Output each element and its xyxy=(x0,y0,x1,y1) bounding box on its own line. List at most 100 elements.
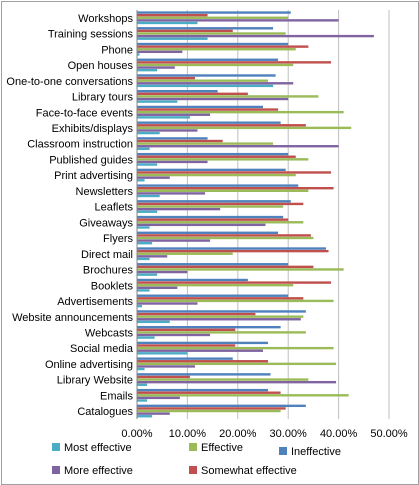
category-label-website-announcements: Website announcements xyxy=(12,312,133,324)
bar-more-effective-exhibits-displays xyxy=(137,129,198,132)
x-tick-label: 30.00% xyxy=(270,428,308,440)
bar-most-effective-flyers xyxy=(137,241,153,245)
bar-ineffective-flyers xyxy=(137,231,279,234)
bar-somewhat-effective-website-announcements xyxy=(137,312,256,316)
bar-ineffective-giveaways xyxy=(137,215,284,219)
category-label-face-to-face-events: Face-to-face events xyxy=(36,107,134,119)
bar-more-effective-published-guides xyxy=(137,160,208,164)
bar-somewhat-effective-webcasts xyxy=(137,328,236,331)
bar-somewhat-effective-emails xyxy=(137,391,281,394)
bar-more-effective-leaflets xyxy=(137,207,221,211)
bar-more-effective-workshops xyxy=(137,19,339,22)
bar-somewhat-effective-published-guides xyxy=(137,155,296,158)
legend-swatch-most-effective xyxy=(52,443,60,451)
bar-somewhat-effective-flyers xyxy=(137,234,311,237)
x-tick-label: 0.00% xyxy=(121,428,152,440)
bar-effective-leaflets xyxy=(137,205,284,208)
bar-effective-webcasts xyxy=(137,331,306,334)
bar-most-effective-published-guides xyxy=(137,163,158,166)
bar-more-effective-brochures xyxy=(137,270,188,274)
category-label-workshops: Workshops xyxy=(78,13,133,25)
legend-swatch-effective xyxy=(189,443,197,451)
legend-swatch-ineffective xyxy=(279,447,287,455)
bar-somewhat-effective-workshops xyxy=(137,13,208,17)
bar-ineffective-advertisements xyxy=(137,294,289,297)
category-label-booklets: Booklets xyxy=(91,280,134,292)
bar-most-effective-phone xyxy=(137,53,140,56)
category-label-online-advertising: Online advertising xyxy=(45,359,133,371)
bar-most-effective-webcasts xyxy=(137,336,155,339)
bar-somewhat-effective-one-to-one-conversations xyxy=(137,76,195,80)
bar-ineffective-one-to-one-conversations xyxy=(137,74,276,77)
bar-most-effective-social-media xyxy=(137,352,188,355)
bar-most-effective-advertisements xyxy=(137,304,143,308)
bar-effective-published-guides xyxy=(137,158,309,161)
bar-somewhat-effective-library-website xyxy=(137,375,190,379)
bar-more-effective-direct-mail xyxy=(137,255,168,258)
bar-effective-phone xyxy=(137,48,296,51)
bar-ineffective-newsletters xyxy=(137,184,299,187)
bar-most-effective-one-to-one-conversations xyxy=(137,84,274,88)
bar-effective-classroom-instruction xyxy=(137,142,274,145)
bar-effective-training-sessions xyxy=(137,32,286,35)
category-label-library-tours: Library tours xyxy=(72,92,134,104)
bar-ineffective-catalogues xyxy=(137,404,306,408)
bar-ineffective-library-tours xyxy=(137,90,218,93)
bar-more-effective-one-to-one-conversations xyxy=(137,82,294,85)
category-label-giveaways: Giveaways xyxy=(79,217,133,229)
bar-somewhat-effective-brochures xyxy=(137,265,314,269)
category-label-published-guides: Published guides xyxy=(49,154,133,166)
bar-most-effective-workshops xyxy=(137,21,198,25)
bar-more-effective-social-media xyxy=(137,349,263,352)
bar-somewhat-effective-advertisements xyxy=(137,297,304,300)
bar-somewhat-effective-giveaways xyxy=(137,218,289,221)
legend-label-more-effective: More effective xyxy=(64,465,133,477)
bar-more-effective-training-sessions xyxy=(137,34,374,38)
bar-effective-library-website xyxy=(137,378,309,381)
bar-most-effective-direct-mail xyxy=(137,257,150,261)
bar-more-effective-booklets xyxy=(137,286,178,289)
bar-effective-open-houses xyxy=(137,63,294,67)
bar-somewhat-effective-training-sessions xyxy=(137,29,233,33)
bar-more-effective-print-advertising xyxy=(137,176,170,179)
bar-more-effective-flyers xyxy=(137,239,211,242)
bar-ineffective-emails xyxy=(137,388,269,392)
bar-effective-workshops xyxy=(137,16,289,19)
x-tick-label: 40.00% xyxy=(320,428,358,440)
category-label-flyers: Flyers xyxy=(103,233,133,245)
bar-ineffective-published-guides xyxy=(137,152,289,156)
bar-ineffective-online-advertising xyxy=(137,357,233,360)
bar-effective-one-to-one-conversations xyxy=(137,79,269,82)
legend: Most effective Effective Ineffective More e… xyxy=(52,442,341,477)
bar-most-effective-emails xyxy=(137,399,148,402)
bar-more-effective-catalogues xyxy=(137,412,170,415)
bar-ineffective-training-sessions xyxy=(137,27,274,30)
bar-most-effective-training-sessions xyxy=(137,37,208,40)
bar-ineffective-booklets xyxy=(137,278,248,282)
bar-somewhat-effective-open-houses xyxy=(137,61,332,64)
bar-more-effective-classroom-instruction xyxy=(137,145,339,148)
bar-ineffective-webcasts xyxy=(137,325,281,329)
bar-most-effective-library-website xyxy=(137,383,148,386)
x-tick-labels: 0.00% 10.00% 20.00% 30.00% 40.00% 50.00% xyxy=(121,428,407,440)
bar-most-effective-website-announcements xyxy=(137,320,170,324)
bar-ineffective-direct-mail xyxy=(137,247,326,250)
bar-ineffective-phone xyxy=(137,42,289,46)
bar-somewhat-effective-phone xyxy=(137,45,309,48)
bars xyxy=(137,11,374,418)
bar-most-effective-open-houses xyxy=(137,68,158,72)
x-tick-label: 20.00% xyxy=(219,428,257,440)
legend-label-somewhat-effective: Somewhat effective xyxy=(201,465,297,477)
category-label-exhibits-displays: Exhibits/displays xyxy=(52,123,134,135)
bar-most-effective-leaflets xyxy=(137,210,158,213)
category-label-classroom-instruction: Classroom instruction xyxy=(27,139,133,151)
bar-more-effective-website-announcements xyxy=(137,318,301,321)
bar-most-effective-booklets xyxy=(137,289,150,292)
bar-somewhat-effective-newsletters xyxy=(137,187,334,190)
bar-more-effective-webcasts xyxy=(137,333,211,337)
bar-somewhat-effective-face-to-face-events xyxy=(137,108,279,111)
bar-effective-social-media xyxy=(137,346,334,350)
category-label-leaflets: Leaflets xyxy=(94,202,133,214)
bar-most-effective-brochures xyxy=(137,273,158,276)
